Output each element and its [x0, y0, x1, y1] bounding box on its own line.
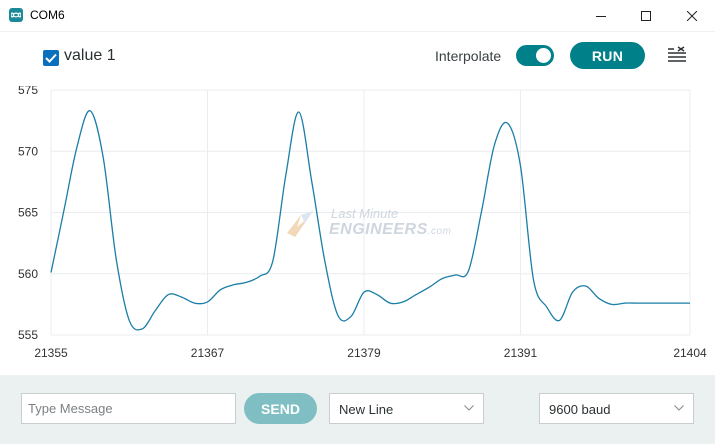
watermark-suffix: .com: [427, 226, 452, 237]
title-bar: COM6: [0, 0, 715, 32]
x-tick-label: 21404: [673, 346, 707, 360]
interpolate-toggle[interactable]: [516, 45, 554, 66]
minimize-button[interactable]: [578, 0, 624, 31]
message-input[interactable]: [21, 393, 236, 424]
window-title: COM6: [30, 8, 65, 22]
toggle-knob: [536, 48, 551, 63]
baud-rate-value: 9600 baud: [549, 402, 611, 417]
series-checkbox[interactable]: [43, 50, 59, 66]
chevron-down-icon: [464, 405, 474, 411]
watermark: Last Minute ENGINEERS.com: [283, 205, 451, 241]
close-button[interactable]: [669, 0, 715, 31]
x-axis-ticks: 21355 21367 21379 21391 21404: [34, 346, 707, 360]
close-icon: [687, 10, 697, 21]
series-label[interactable]: value 1: [64, 47, 116, 64]
watermark-brand: ENGINEERS: [329, 221, 428, 238]
y-tick-label: 560: [18, 267, 38, 281]
x-tick-label: 21355: [34, 346, 68, 360]
line-ending-value: New Line: [339, 402, 394, 417]
chevron-down-icon: [674, 405, 684, 411]
infinity-icon: [9, 8, 23, 22]
x-tick-label: 21367: [191, 346, 225, 360]
y-tick-label: 555: [18, 328, 38, 342]
x-tick-label: 21391: [504, 346, 538, 360]
clear-list-icon[interactable]: [667, 46, 687, 69]
send-button[interactable]: SEND: [244, 393, 317, 424]
y-tick-label: 575: [18, 86, 38, 97]
chart-grid: [50, 89, 691, 336]
baud-rate-select[interactable]: 9600 baud: [539, 393, 694, 424]
watermark-line1: Last Minute: [331, 206, 399, 221]
serial-plot-chart: 575 570 565 560 555 21355 21367 21379 21391 2140…: [18, 86, 707, 360]
x-tick-label: 21379: [347, 346, 381, 360]
watermark-line2: ENGINEERS.com: [329, 221, 451, 239]
y-tick-label: 565: [18, 206, 38, 220]
watermark-logo-icon: [287, 211, 313, 237]
series-line-value-1: [50, 110, 690, 331]
minimize-icon: [596, 15, 606, 17]
maximize-button[interactable]: [623, 0, 669, 31]
interpolate-label: Interpolate: [435, 48, 502, 64]
line-ending-select[interactable]: New Line: [329, 393, 484, 424]
y-tick-label: 570: [18, 144, 38, 158]
run-button[interactable]: RUN: [570, 42, 645, 69]
maximize-icon: [641, 10, 651, 21]
y-axis-ticks: 575 570 565 560 555: [18, 86, 38, 342]
checkmark-icon: [45, 53, 57, 63]
